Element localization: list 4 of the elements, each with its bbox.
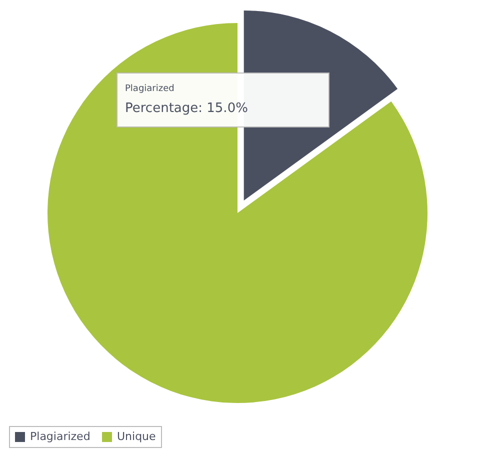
text: Percentage: 15.0%	[125, 101, 248, 116]
text: Plagiarized	[125, 84, 174, 94]
legend-label: Unique	[117, 430, 156, 443]
legend-label: Plagiarized	[30, 430, 90, 443]
